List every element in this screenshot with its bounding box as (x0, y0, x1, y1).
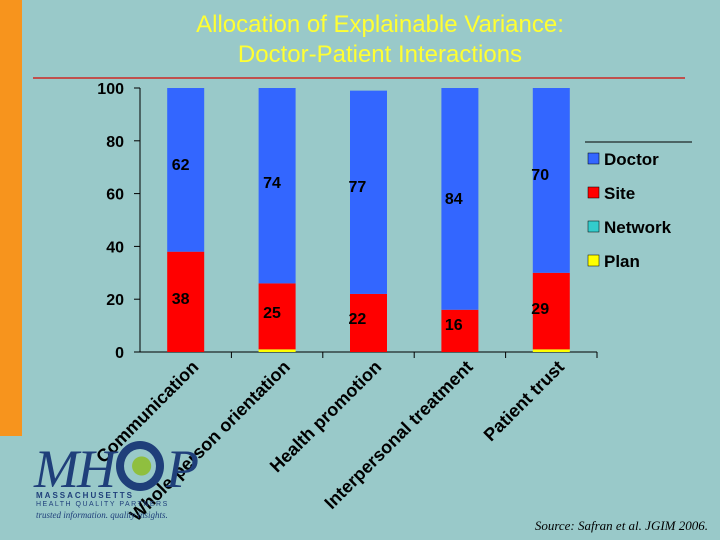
category-label: Patient trust (480, 357, 568, 445)
bar-site (350, 293, 387, 352)
bar-plan (532, 349, 570, 352)
bar-site (167, 251, 205, 352)
data-label-doctor: 84 (445, 191, 463, 208)
legend-label-plan: Plan (604, 252, 640, 271)
bar-doctor (350, 90, 387, 294)
legend-label-site: Site (604, 184, 635, 203)
legend-swatch-doctor (587, 152, 600, 165)
orange-accent-bar (0, 0, 22, 436)
data-label-site: 22 (349, 311, 367, 328)
legend-label-network: Network (604, 218, 672, 237)
logo-line-2: HEALTH QUALITY PARTNERS (36, 501, 169, 508)
data-label-site: 38 (172, 291, 190, 308)
bar-site (258, 283, 296, 350)
category-label: Interpersonal treatment (320, 357, 476, 513)
logo-mark: MH P (34, 439, 199, 499)
logo-line-1: MASSACHUSETTS (36, 491, 135, 500)
data-label-site: 29 (531, 301, 549, 318)
logo-tagline: trusted information. quality insights. (36, 510, 168, 520)
data-label-doctor: 62 (172, 157, 190, 174)
title-underline (33, 77, 685, 79)
bar-plan (258, 349, 296, 352)
legend-swatch-plan (587, 254, 600, 267)
source-citation: Source: Safran et al. JGIM 2006. (534, 518, 708, 533)
data-label-doctor: 77 (349, 179, 367, 196)
bar-site (532, 272, 570, 350)
slide-title: Allocation of Explainable Variance: Doct… (100, 10, 660, 70)
y-tick-label: 0 (115, 345, 124, 362)
bar-site (441, 309, 479, 352)
bar-doctor (167, 88, 205, 252)
title-line-2: Doctor-Patient Interactions (237, 41, 523, 68)
legend-swatch-site (587, 186, 600, 199)
data-label-site: 25 (263, 305, 281, 322)
bar-doctor (441, 88, 479, 310)
data-label-doctor: 74 (263, 175, 281, 192)
legend-label-doctor: Doctor (604, 150, 659, 169)
y-tick-label: 80 (106, 134, 124, 151)
y-tick-label: 60 (106, 187, 124, 204)
logo-o-icon (115, 441, 164, 491)
bar-doctor (532, 88, 570, 273)
data-label-doctor: 70 (531, 167, 549, 184)
y-tick-label: 100 (97, 81, 124, 98)
data-label-site: 16 (445, 317, 463, 334)
y-tick-label: 40 (106, 239, 124, 256)
legend-swatch-network (587, 220, 600, 233)
bar-doctor (258, 88, 296, 284)
title-line-1: Allocation of Explainable Variance: (196, 11, 564, 38)
y-tick-label: 20 (106, 292, 124, 309)
